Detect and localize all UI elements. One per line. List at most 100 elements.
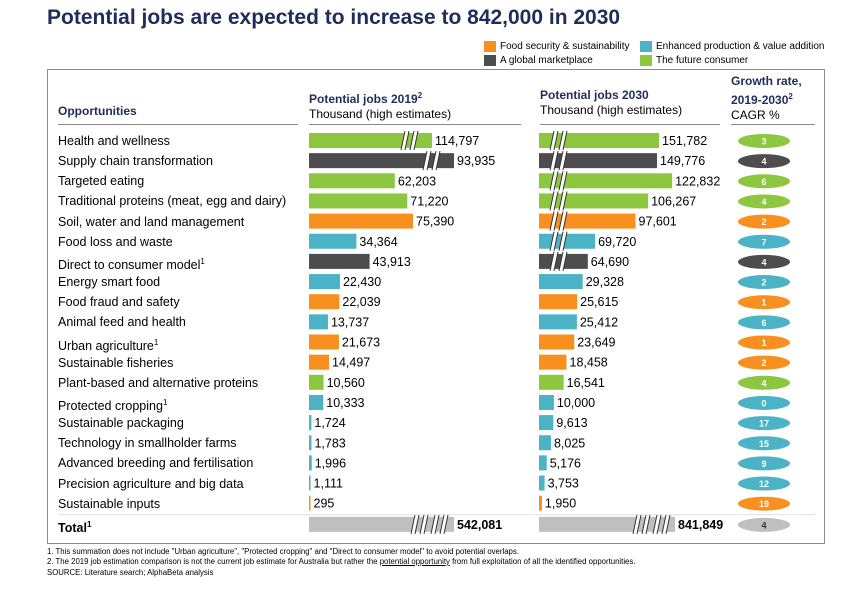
axis-break-stroke xyxy=(632,514,638,534)
bar-2019 xyxy=(309,294,340,310)
value-label-2019: 14,497 xyxy=(332,356,370,370)
bar-2030 xyxy=(539,274,583,290)
footnote-link: potential opportunity xyxy=(379,557,450,566)
value-label-2019: 10,333 xyxy=(326,396,364,410)
axis-break-stroke xyxy=(558,151,564,171)
axis-break-stroke xyxy=(558,191,564,211)
cagr-value: 7 xyxy=(761,237,766,247)
cagr-pill-total xyxy=(738,517,790,532)
axis-break-stroke xyxy=(422,151,428,171)
row-label: Plant-based and alternative proteins xyxy=(58,375,259,390)
footnote-mark: 1 xyxy=(86,519,92,529)
footnote-1: 1. This summation does not include "Urba… xyxy=(47,547,519,556)
value-label-2030: 1,950 xyxy=(545,497,576,511)
axis-break xyxy=(549,171,568,191)
axis-break-stroke xyxy=(549,130,555,151)
axis-break-stroke xyxy=(553,251,559,272)
row-label: Health and wellness xyxy=(58,134,170,148)
legend-swatch-teal xyxy=(640,41,652,52)
row-label: Direct to consumer model1 xyxy=(58,256,205,273)
bar-2019 xyxy=(309,455,312,471)
axis-break-gap xyxy=(559,211,567,231)
row-label: Sustainable inputs xyxy=(58,496,161,511)
cagr-pill xyxy=(738,234,790,249)
bar-2030 xyxy=(539,475,545,491)
cagr-pill xyxy=(738,456,790,471)
bar-2019 xyxy=(309,334,339,350)
axis-break-stroke xyxy=(558,211,564,231)
axis-break-stroke xyxy=(562,130,568,151)
bar-2030 xyxy=(539,435,551,451)
bar-2030 xyxy=(539,495,542,511)
axis-break xyxy=(549,231,568,251)
axis-break-gap xyxy=(432,151,440,171)
axis-break-stroke xyxy=(661,514,667,534)
value-label-2019: 22,039 xyxy=(342,295,380,309)
axis-break xyxy=(410,514,429,534)
axis-break-gap xyxy=(653,514,661,534)
axis-break-gap xyxy=(559,231,567,251)
bar-2030 xyxy=(539,233,596,249)
value-label-2030: 18,458 xyxy=(570,356,608,370)
value-label-2019: 62,203 xyxy=(398,174,436,188)
value-label-2030: 10,000 xyxy=(557,396,595,410)
row-label: Urban agriculture1 xyxy=(58,337,159,353)
value-label-2019: 10,560 xyxy=(327,376,365,390)
bar-2019 xyxy=(309,153,454,169)
row-label: Soil, water and land management xyxy=(58,214,245,229)
header-divider xyxy=(309,124,521,125)
axis-break-stroke xyxy=(558,251,564,272)
value-label-2019: 1,724 xyxy=(314,416,345,430)
value-label-2019: 1,996 xyxy=(315,456,346,470)
axis-break-gap xyxy=(401,131,409,150)
bar-2019 xyxy=(309,314,328,330)
axis-break xyxy=(549,251,568,272)
bar-2019 xyxy=(309,233,357,249)
axis-break-gap xyxy=(633,514,641,534)
legend-item-global-marketplace: A global marketplace xyxy=(484,55,593,66)
bar-2019 xyxy=(309,193,408,209)
bar-2019 xyxy=(309,374,324,390)
footnote-mark: 1 xyxy=(162,397,168,407)
bar-2030 xyxy=(539,374,564,390)
axis-break xyxy=(422,151,441,171)
header-opportunities: Opportunities xyxy=(58,104,137,118)
legend-item-food-security: Food security & sustainability xyxy=(484,41,630,52)
axis-break-stroke xyxy=(439,514,445,534)
value-label-2019: 1,111 xyxy=(314,477,343,491)
bar-2019 xyxy=(309,415,312,431)
value-label-2019: 93,935 xyxy=(457,154,495,168)
chart-title: Potential jobs are expected to increase … xyxy=(47,6,621,29)
cagr-value: 4 xyxy=(761,157,766,167)
axis-break xyxy=(652,514,671,534)
row-label: Targeted eating xyxy=(58,174,145,189)
value-label-2030: 23,649 xyxy=(577,336,615,350)
value-label-2030: 3,753 xyxy=(548,477,579,491)
value-label-2030: 25,615 xyxy=(580,295,618,309)
row-label: Food fraud and safety xyxy=(58,295,180,310)
cagr-pill xyxy=(738,315,790,330)
axis-break xyxy=(549,151,568,171)
cagr-pill xyxy=(738,174,790,189)
cagr-pill xyxy=(738,154,790,169)
axis-break-stroke xyxy=(410,514,416,534)
axis-break-stroke xyxy=(549,231,555,251)
row-label: Protected cropping1 xyxy=(58,397,168,414)
bar-2030 xyxy=(539,133,659,148)
cagr-pill xyxy=(738,214,790,229)
axis-break-stroke xyxy=(645,514,651,534)
cagr-value: 9 xyxy=(761,459,766,469)
axis-break-gap xyxy=(559,251,567,271)
axis-break-gap xyxy=(423,151,431,171)
header-divider xyxy=(731,124,815,125)
value-label-2019: 114,797 xyxy=(435,134,479,148)
axis-break-stroke xyxy=(562,251,568,272)
bar-2030 xyxy=(539,294,578,310)
axis-break-stroke xyxy=(414,514,420,534)
axis-break-stroke xyxy=(652,514,658,534)
axis-break-gap xyxy=(662,514,670,534)
axis-break-gap xyxy=(642,514,650,534)
footnote-2: 2. The 2019 job estimation comparison is… xyxy=(47,557,636,566)
row-label: Precision agriculture and big data xyxy=(58,476,244,491)
